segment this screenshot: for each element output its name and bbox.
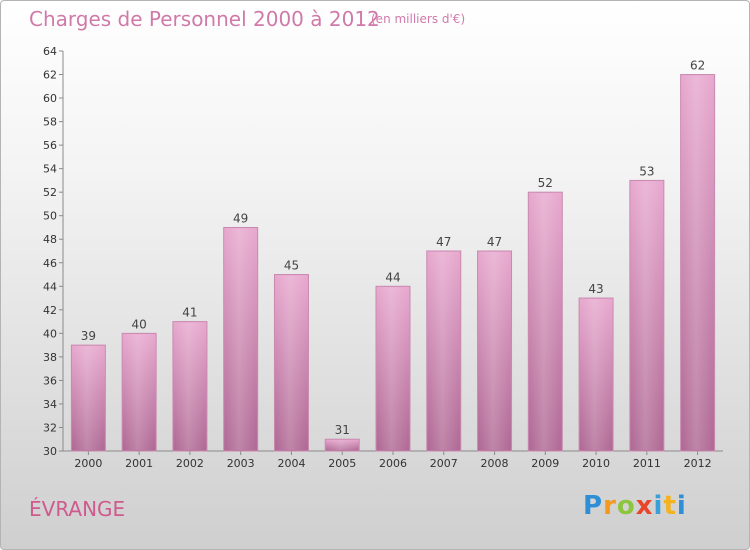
y-tick-label: 56 — [43, 139, 57, 152]
bar-shine — [276, 275, 307, 450]
y-tick-label: 32 — [43, 421, 57, 434]
chart-unit-label: (en milliers d'€) — [371, 12, 466, 26]
y-tick-label: 58 — [43, 116, 57, 129]
value-label: 41 — [182, 306, 197, 320]
value-label: 44 — [385, 270, 400, 284]
value-label: 47 — [436, 235, 451, 249]
proxiti-logo: Proxiti — [583, 491, 687, 521]
x-tick-label: 2004 — [277, 457, 305, 470]
value-label: 39 — [81, 329, 96, 343]
x-tick-label: 2000 — [74, 457, 102, 470]
y-tick-label: 36 — [43, 374, 57, 387]
value-label: 52 — [538, 176, 553, 190]
value-label: 62 — [690, 59, 705, 73]
y-tick-label: 52 — [43, 186, 57, 199]
value-label: 31 — [335, 423, 350, 437]
y-tick-label: 60 — [43, 92, 57, 105]
logo-letter: i — [676, 491, 687, 521]
bar-shine — [124, 334, 155, 450]
y-tick-label: 50 — [43, 210, 57, 223]
bar-shine — [73, 346, 104, 450]
x-tick-label: 2003 — [227, 457, 255, 470]
bar-shine — [378, 287, 408, 450]
bar-shine — [530, 193, 561, 451]
logo-letter: P — [583, 491, 604, 521]
value-label: 43 — [588, 282, 603, 296]
bar-shine — [225, 228, 256, 450]
y-tick-label: 48 — [43, 233, 57, 246]
bar-shine — [327, 440, 358, 450]
bar-shine — [428, 252, 459, 450]
value-label: 53 — [639, 164, 654, 178]
y-tick-label: 46 — [43, 257, 57, 270]
value-label: 47 — [487, 235, 502, 249]
y-tick-label: 38 — [43, 351, 57, 364]
x-tick-label: 2005 — [328, 457, 356, 470]
town-name: ÉVRANGE — [29, 497, 126, 521]
bar-shine — [581, 299, 612, 450]
x-tick-label: 2001 — [125, 457, 153, 470]
value-label: 40 — [132, 317, 147, 331]
x-tick-label: 2002 — [176, 457, 204, 470]
logo-letter: i — [653, 491, 664, 521]
y-tick-label: 42 — [43, 304, 57, 317]
bar-shine — [174, 322, 205, 450]
value-label: 45 — [284, 259, 299, 273]
x-tick-label: 2010 — [582, 457, 610, 470]
y-tick-label: 44 — [43, 280, 57, 293]
bar-shine — [631, 181, 662, 451]
value-labels: 39 40 41 49 45 31 44 47 47 52 43 53 62 — [81, 59, 706, 438]
x-tick-label: 2007 — [430, 457, 458, 470]
y-tick-label: 62 — [43, 69, 57, 82]
bar-shine — [682, 75, 713, 450]
logo-letter: o — [616, 491, 636, 521]
x-tick-label: 2009 — [531, 457, 559, 470]
y-tick-label: 64 — [43, 45, 57, 58]
value-label: 49 — [233, 211, 248, 225]
logo-letter: r — [603, 491, 617, 521]
y-tick-label: 54 — [43, 163, 57, 176]
y-axis: 30 32 34 36 38 40 42 44 46 48 50 52 54 56 58 60 62 64 — [43, 45, 64, 458]
logo-letter: t — [663, 491, 677, 521]
chart-title: Charges de Personnel 2000 à 2012 — [29, 7, 380, 31]
x-tick-label: 2006 — [379, 457, 407, 470]
bar-shine — [479, 252, 510, 450]
x-tick-label: 2012 — [684, 457, 712, 470]
y-tick-label: 34 — [43, 398, 57, 411]
bars — [70, 74, 716, 452]
x-tick-label: 2011 — [633, 457, 661, 470]
x-axis: 2000 2001 2002 2003 2004 2005 2006 2007 2008 2009… — [63, 450, 723, 470]
x-tick-label: 2008 — [481, 457, 509, 470]
y-tick-label: 30 — [43, 445, 57, 458]
logo-letter: x — [635, 491, 654, 521]
y-tick-label: 40 — [43, 327, 57, 340]
